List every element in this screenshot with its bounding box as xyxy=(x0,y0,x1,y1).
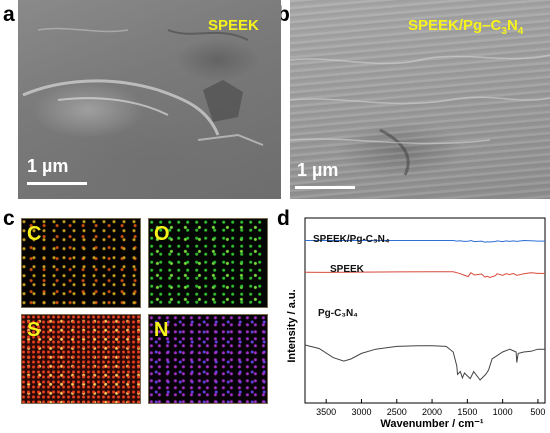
panel-letter-a: a xyxy=(3,3,15,26)
x-tick-label: 3500 xyxy=(316,407,336,417)
x-tick-label: 2000 xyxy=(422,407,442,417)
x-tick-label: 500 xyxy=(530,407,545,417)
series-line xyxy=(304,344,545,381)
x-tick-label: 1000 xyxy=(493,407,513,417)
panel-letter-d: d xyxy=(277,207,290,230)
eds-label-s: S xyxy=(27,319,41,341)
sem-texture xyxy=(22,27,264,146)
sem-label-composite: SPEEK/Pg–C3N4 xyxy=(408,17,524,37)
x-tick-label: 1500 xyxy=(457,407,477,417)
scale-bar xyxy=(295,186,355,189)
eds-label-c: C xyxy=(27,223,42,245)
eds-map-oxygen: O xyxy=(148,218,268,308)
series-label: Pg-C₃N₄ xyxy=(318,308,358,319)
sem-label-speek: SPEEK xyxy=(208,17,259,34)
x-tick-label: 3000 xyxy=(351,407,371,417)
scale-bar-label: 1 µm xyxy=(297,160,339,180)
sem-image-speek: SPEEK 1 µm xyxy=(18,0,281,199)
eds-label-n: N xyxy=(154,319,169,341)
eds-map-carbon: C xyxy=(21,218,141,308)
y-axis-label: Intensity / a.u. xyxy=(286,289,298,362)
plot-area: 3500 3000 2500 2000 1500 1000 500 SPEEK/Pg-C₃N₄… xyxy=(304,217,546,417)
scale-bar-label: 1 µm xyxy=(27,156,69,176)
eds-map-nitrogen: N xyxy=(148,314,268,404)
series-label: SPEEK xyxy=(330,264,365,275)
sem-image-composite: SPEEK/Pg–C3N4 1 µm xyxy=(290,0,550,199)
ftir-chart: 3500 3000 2500 2000 1500 1000 500 SPEEK/Pg-C₃N₄… xyxy=(286,217,546,430)
scale-bar xyxy=(27,182,87,185)
panel-letter-c: c xyxy=(3,207,15,230)
x-tick-label: 2500 xyxy=(387,407,407,417)
sem-texture xyxy=(290,54,550,176)
x-axis-label: Wavenumber / cm⁻¹ xyxy=(380,418,484,430)
plot-frame xyxy=(304,217,546,404)
series-line xyxy=(305,239,545,243)
series-label: SPEEK/Pg-C₃N₄ xyxy=(313,234,390,245)
eds-label-o: O xyxy=(154,223,170,245)
eds-map-sulfur: S xyxy=(21,314,141,404)
series-line xyxy=(304,271,545,279)
